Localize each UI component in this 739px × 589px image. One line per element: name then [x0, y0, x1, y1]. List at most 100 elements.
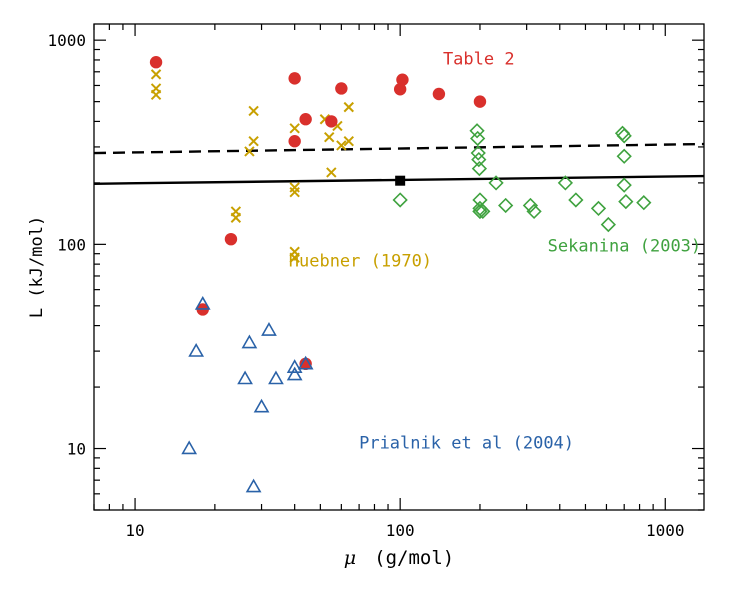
- x-marker-stroke: [336, 140, 347, 151]
- series-label: Sekanina (2003): [548, 237, 702, 257]
- point-sekanina-2003: [636, 195, 652, 211]
- x-tick-label: 10: [125, 521, 144, 540]
- point-sekanina-2003: [498, 197, 514, 214]
- data-points: [149, 56, 652, 493]
- point-filled-square: [395, 175, 406, 186]
- point-table-2: [335, 82, 348, 95]
- point-sekanina-2003: [526, 203, 542, 220]
- point-sekanina-2003: [470, 130, 486, 147]
- point-huebner-1970: [150, 89, 162, 101]
- axis-tick-labels: 10 100 1000 10 100 1000: [47, 31, 684, 540]
- plot-area-border: [93, 23, 705, 511]
- point-prialnik-et-al-2004: [286, 359, 303, 373]
- point-table-2: [299, 357, 312, 371]
- point-sekanina-2003: [472, 192, 488, 208]
- x-marker-stroke: [289, 187, 300, 198]
- point-table-2: [393, 83, 407, 96]
- axis-ticks: [93, 24, 704, 511]
- point-huebner-1970: [326, 167, 337, 178]
- point-prialnik-et-al-2004: [188, 343, 205, 357]
- point-prialnik-et-al-2004: [253, 398, 270, 413]
- point-huebner-1970: [289, 252, 300, 263]
- series-label: Huebner (1970): [289, 251, 432, 271]
- point-prialnik-et-al-2004: [237, 370, 253, 385]
- point-huebner-1970: [248, 105, 259, 117]
- x-marker-stroke: [244, 146, 255, 157]
- point-sekanina-2003: [616, 128, 632, 144]
- point-table-2: [432, 87, 446, 101]
- point-table-2: [325, 115, 338, 128]
- point-prialnik-et-al-2004: [268, 370, 284, 385]
- series-annotations: Table 2 Sekanina (2003) Huebner (1970) Pria…: [289, 50, 701, 454]
- point-prialnik-et-al-2004: [297, 355, 314, 370]
- x-marker-stroke: [248, 105, 259, 117]
- x-marker-stroke: [332, 120, 343, 132]
- point-huebner-1970: [324, 131, 335, 143]
- point-sekanina-2003: [470, 145, 486, 161]
- y-tick-label: 10: [67, 440, 86, 459]
- x-marker-stroke: [150, 69, 162, 80]
- point-prialnik-et-al-2004: [241, 334, 258, 349]
- x-marker-stroke: [248, 136, 259, 147]
- y-tick-label: 100: [57, 235, 86, 254]
- point-huebner-1970: [230, 212, 242, 223]
- x-marker-stroke: [150, 89, 162, 101]
- point-table-2: [224, 232, 238, 246]
- point-table-2: [473, 95, 487, 108]
- point-huebner-1970: [150, 69, 162, 80]
- x-marker-stroke: [319, 114, 331, 125]
- x-marker-stroke: [230, 212, 242, 223]
- y-axis-label: L (kJ/mol): [27, 216, 47, 318]
- point-huebner-1970: [244, 146, 255, 157]
- point-prialnik-et-al-2004: [194, 295, 211, 310]
- point-huebner-1970: [289, 187, 300, 198]
- point-sekanina-2003: [475, 203, 491, 220]
- x-marker-stroke: [343, 101, 354, 113]
- dashed-fit-line: [93, 142, 705, 155]
- plot-frame: [93, 23, 705, 511]
- point-sekanina-2003: [616, 177, 632, 193]
- point-prialnik-et-al-2004: [261, 322, 277, 336]
- x-tick-label: 100: [386, 521, 415, 540]
- point-huebner-1970: [336, 140, 347, 151]
- point-prialnik-et-al-2004: [245, 478, 262, 493]
- point-sekanina-2003: [600, 216, 616, 233]
- x-axis-label-symbol: μ: [344, 547, 356, 569]
- point-huebner-1970: [289, 123, 300, 134]
- point-sekanina-2003: [618, 193, 634, 210]
- x-axis-label-units: (g/mol): [374, 547, 454, 569]
- point-sekanina-2003: [392, 192, 408, 208]
- point-table-2: [396, 73, 409, 86]
- point-sekanina-2003: [488, 175, 504, 191]
- x-axis-label: μ (g/mol): [344, 547, 454, 569]
- point-sekanina-2003: [522, 197, 539, 214]
- series-label: Table 2: [443, 50, 515, 70]
- point-sekanina-2003: [472, 203, 488, 220]
- point-table-2: [299, 113, 312, 126]
- point-huebner-1970: [248, 136, 259, 147]
- point-sekanina-2003: [469, 123, 485, 139]
- x-marker-stroke: [343, 136, 354, 147]
- x-marker-stroke: [289, 123, 300, 134]
- point-prialnik-et-al-2004: [181, 440, 198, 455]
- point-huebner-1970: [289, 182, 300, 193]
- point-sekanina-2003: [557, 175, 574, 191]
- x-marker-stroke: [324, 131, 335, 143]
- point-sekanina-2003: [616, 148, 632, 164]
- point-prialnik-et-al-2004: [286, 366, 303, 381]
- point-sekanina-2003: [471, 160, 488, 177]
- point-sekanina-2003: [590, 200, 607, 217]
- x-tick-label: 1000: [646, 521, 685, 540]
- y-tick-label: 1000: [47, 31, 86, 50]
- point-table-2: [288, 135, 301, 148]
- x-marker-stroke: [289, 252, 300, 263]
- point-sekanina-2003: [568, 192, 584, 208]
- x-marker-stroke: [326, 167, 337, 178]
- point-table-2: [288, 72, 301, 85]
- point-huebner-1970: [343, 101, 354, 113]
- point-huebner-1970: [343, 136, 354, 147]
- point-sekanina-2003: [471, 151, 487, 168]
- point-table-2: [149, 56, 163, 69]
- series-label: Prialnik et al (2004): [359, 434, 574, 454]
